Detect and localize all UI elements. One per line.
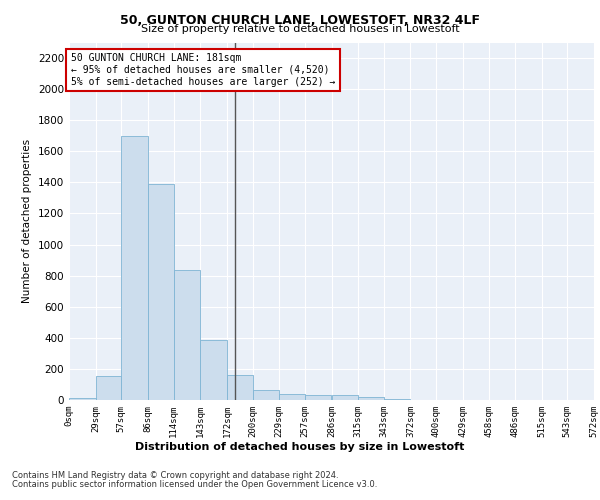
Text: 50, GUNTON CHURCH LANE, LOWESTOFT, NR32 4LF: 50, GUNTON CHURCH LANE, LOWESTOFT, NR32 … <box>120 14 480 27</box>
Text: 50 GUNTON CHURCH LANE: 181sqm
← 95% of detached houses are smaller (4,520)
5% of: 50 GUNTON CHURCH LANE: 181sqm ← 95% of d… <box>71 54 335 86</box>
Bar <box>69 398 95 400</box>
Bar <box>148 184 173 400</box>
Bar <box>279 394 305 400</box>
Bar <box>331 396 358 400</box>
Bar <box>253 390 279 400</box>
Bar <box>173 270 200 400</box>
Text: Contains HM Land Registry data © Crown copyright and database right 2024.: Contains HM Land Registry data © Crown c… <box>12 471 338 480</box>
Text: Distribution of detached houses by size in Lowestoft: Distribution of detached houses by size … <box>136 442 464 452</box>
Bar <box>358 397 384 400</box>
Text: Size of property relative to detached houses in Lowestoft: Size of property relative to detached ho… <box>140 24 460 34</box>
Text: Contains public sector information licensed under the Open Government Licence v3: Contains public sector information licen… <box>12 480 377 489</box>
Y-axis label: Number of detached properties: Number of detached properties <box>22 139 32 304</box>
Bar <box>95 376 121 400</box>
Bar <box>227 375 253 400</box>
Bar <box>121 136 148 400</box>
Bar <box>305 396 331 400</box>
Bar <box>200 340 227 400</box>
Bar <box>384 399 410 400</box>
